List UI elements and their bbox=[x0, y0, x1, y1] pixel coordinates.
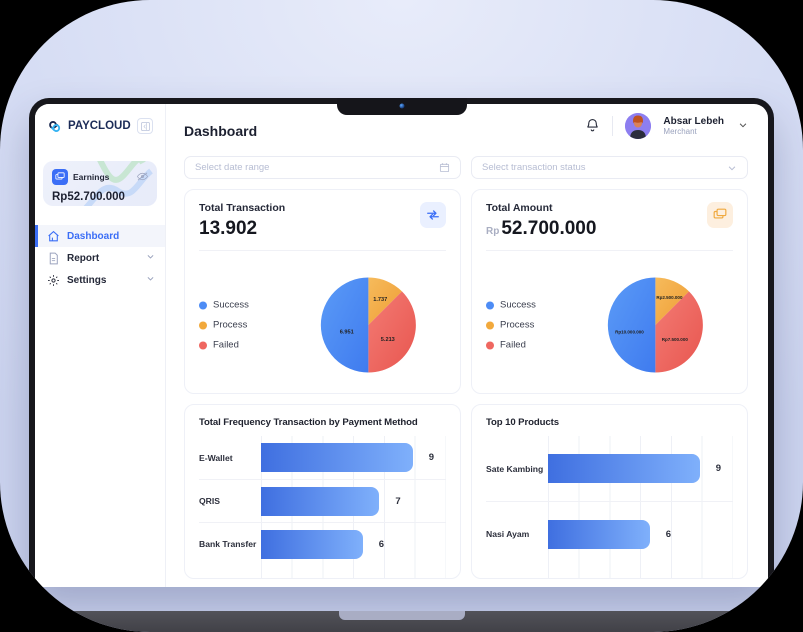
svg-text:Rp10.000.000: Rp10.000.000 bbox=[615, 330, 644, 335]
svg-text:6.951: 6.951 bbox=[339, 330, 353, 336]
svg-text:1.737: 1.737 bbox=[373, 297, 387, 303]
svg-text:Rp2.500.000: Rp2.500.000 bbox=[656, 295, 683, 300]
svg-text:5.213: 5.213 bbox=[380, 337, 394, 343]
svg-text:Rp7.500.000: Rp7.500.000 bbox=[661, 337, 688, 342]
